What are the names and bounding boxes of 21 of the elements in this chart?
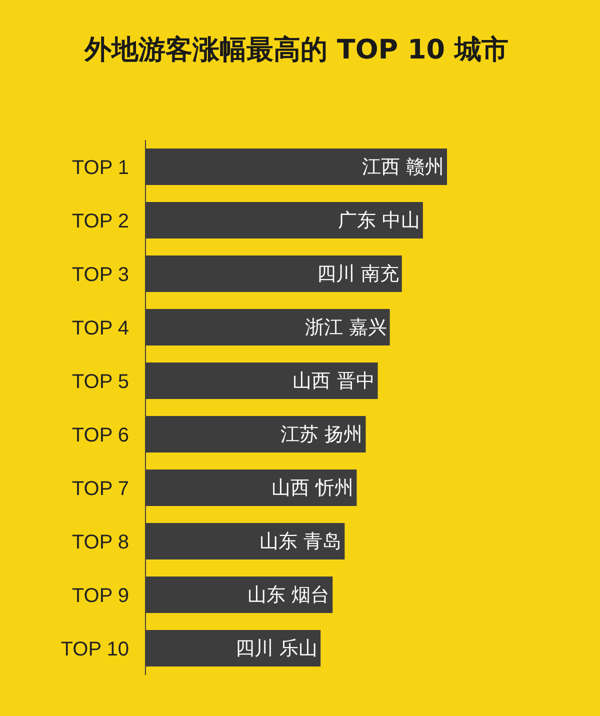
y-tick-label: TOP 7 (72, 478, 129, 500)
annotation: 山东 烟台 (248, 584, 330, 606)
y-tick-label: TOP 4 (72, 317, 129, 340)
y-tick-label: TOP 10 (60, 638, 129, 660)
y-tick-label: TOP 6 (72, 424, 129, 446)
y-tick-label: TOP 1 (72, 156, 129, 179)
annotation: 四川 乐山 (236, 637, 318, 660)
y-tick-label: TOP 2 (72, 210, 129, 232)
annotation: 浙江 嘉兴 (304, 316, 387, 338)
annotation: 广东 中山 (338, 209, 420, 232)
annotation: 山西 晋中 (292, 370, 375, 392)
annotation: 江西 赣州 (362, 156, 444, 178)
annotation: 四川 南充 (316, 262, 399, 285)
y-tick-label: TOP 8 (72, 531, 129, 554)
y-tick-label: TOP 9 (72, 584, 129, 607)
y-tick-label: TOP 3 (72, 264, 129, 286)
y-tick-label: TOP 5 (72, 370, 129, 393)
annotation: 山东 青岛 (260, 530, 342, 552)
annotation: 山西 忻州 (272, 476, 354, 499)
chart-title: 外地游客涨幅最高的 TOP 10 城市 (84, 34, 508, 66)
annotation: 江苏 扬州 (280, 423, 363, 446)
